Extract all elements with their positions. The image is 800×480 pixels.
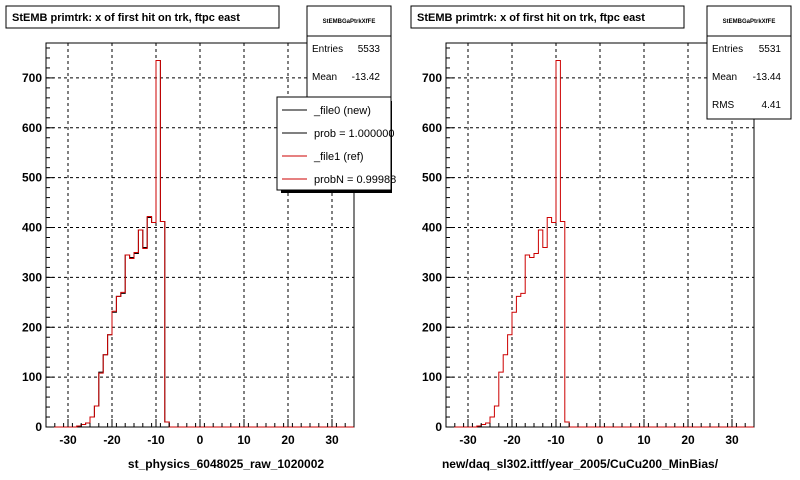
right-stats-box: StEMBGaPtrkXfFE Entries 5531 Mean -13.44… [706, 5, 792, 120]
x-tick-label: -10 [547, 433, 565, 447]
y-tick-label: 400 [422, 221, 442, 235]
right-x-axis-label: new/daq_sl302.ittf/year_2005/CuCu200_Min… [442, 457, 719, 471]
left-stats-title: StEMBGaPtrkXfFE [323, 19, 376, 25]
x-tick-label: -10 [147, 433, 165, 447]
y-tick-label: 200 [422, 320, 442, 334]
y-tick-label: 700 [422, 71, 442, 85]
right-stats-rms-value: 4.41 [762, 100, 782, 111]
y-tick-label: 0 [435, 420, 442, 434]
legend-entry-new: _file0 (new) [313, 105, 371, 117]
histogram-series-line [46, 59, 354, 428]
right-stats-entries-value: 5531 [759, 44, 782, 55]
right-stats-title: StEMBGaPtrkXfFE [723, 19, 776, 25]
y-tick-label: 200 [22, 320, 42, 334]
y-tick-label: 600 [22, 121, 42, 135]
left-stats-entries-label: Entries [312, 44, 343, 55]
left-stats-mean-label: Mean [312, 72, 337, 83]
x-tick-label: 20 [681, 433, 695, 447]
right-stats-entries-label: Entries [712, 44, 743, 55]
left-stats-entries-value: 5533 [358, 44, 381, 55]
left-x-axis-label: st_physics_6048025_raw_1020002 [128, 457, 324, 471]
left-legend-box: _file0 (new) prob = 1.000000 _file1 (ref… [276, 96, 396, 193]
right-stats-rms-label: RMS [712, 100, 735, 111]
right-stats-mean-label: Mean [712, 72, 737, 83]
left-stats-mean-value: -13.42 [352, 72, 381, 83]
legend-entry-probn: probN = 0.99988 [314, 174, 396, 186]
left-title-box: StEMB primtrk: x of first hit on trk, ft… [5, 5, 280, 29]
y-tick-label: 300 [22, 270, 42, 284]
x-tick-label: -30 [59, 433, 77, 447]
x-tick-label: -20 [503, 433, 521, 447]
y-tick-label: 600 [422, 121, 442, 135]
right-chart-title: StEMB primtrk: x of first hit on trk, ft… [417, 12, 645, 24]
x-tick-label: -30 [459, 433, 477, 447]
right-stats-mean-value: -13.44 [753, 72, 782, 83]
y-tick-label: 300 [422, 270, 442, 284]
y-tick-label: 400 [22, 221, 42, 235]
y-tick-label: 500 [22, 171, 42, 185]
right-gridlines [446, 43, 754, 428]
x-tick-label: 0 [197, 433, 204, 447]
x-tick-label: 30 [725, 433, 739, 447]
x-tick-label: -20 [103, 433, 121, 447]
left-chart-title: StEMB primtrk: x of first hit on trk, ft… [12, 12, 240, 24]
x-tick-label: 30 [325, 433, 339, 447]
left-histogram-series [46, 59, 354, 428]
x-tick-label: 10 [237, 433, 251, 447]
y-tick-label: 700 [22, 71, 42, 85]
left-gridlines [46, 43, 354, 428]
histogram-series-line [446, 59, 754, 428]
y-tick-label: 500 [422, 171, 442, 185]
legend-entry-prob: prob = 1.000000 [314, 128, 394, 140]
right-title-box: StEMB primtrk: x of first hit on trk, ft… [410, 5, 685, 29]
y-tick-label: 0 [35, 420, 42, 434]
legend-entry-ref: _file1 (ref) [313, 151, 364, 163]
x-tick-label: 20 [281, 433, 295, 447]
y-tick-label: 100 [422, 370, 442, 384]
right-histogram-series [446, 59, 754, 428]
y-tick-label: 100 [22, 370, 42, 384]
x-tick-label: 10 [637, 433, 651, 447]
x-tick-label: 0 [597, 433, 604, 447]
